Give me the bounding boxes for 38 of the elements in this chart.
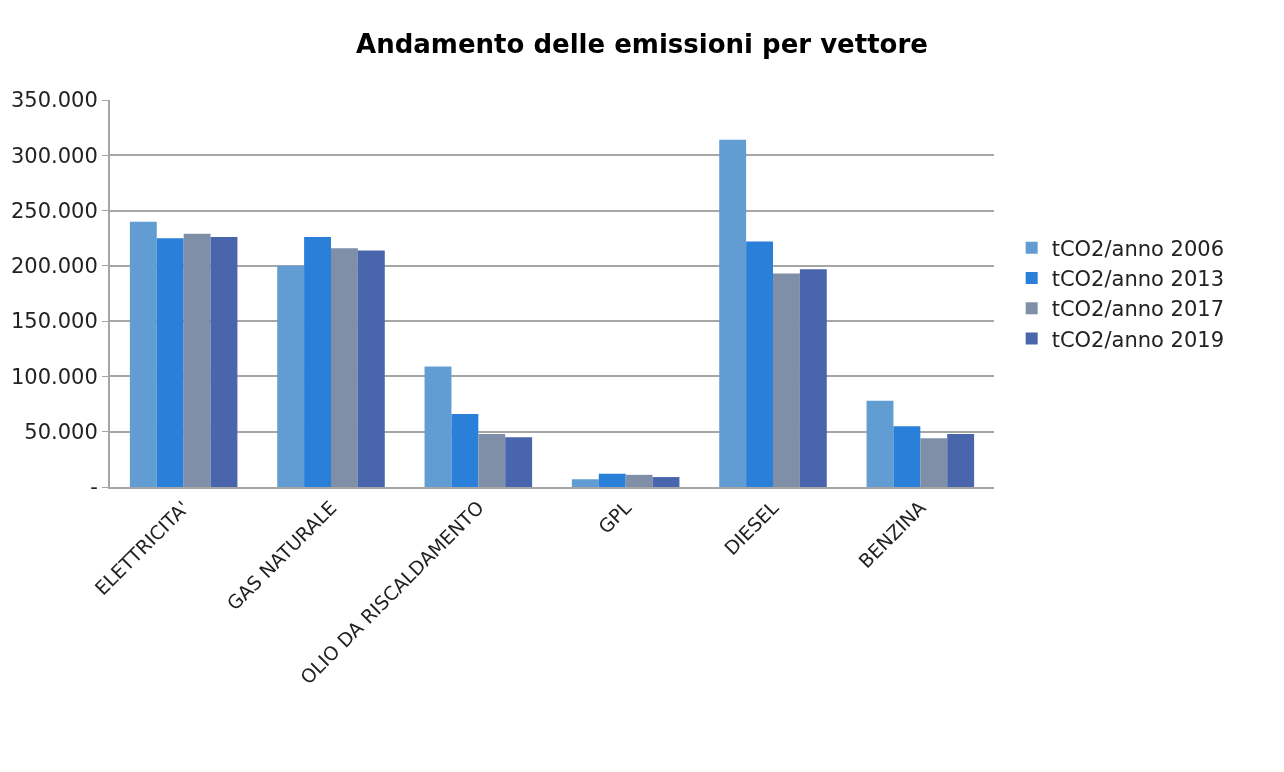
bar xyxy=(277,265,305,487)
bar xyxy=(866,400,894,487)
bar xyxy=(947,433,975,487)
y-tick-label: 300.000 xyxy=(10,143,98,168)
bar xyxy=(304,237,331,487)
bar xyxy=(773,273,800,487)
y-tick-label: 250.000 xyxy=(10,198,98,223)
y-tick-label: 100.000 xyxy=(10,364,98,389)
legend-label: tCO2/anno 2013 xyxy=(1051,267,1225,292)
bar xyxy=(719,139,747,487)
bar xyxy=(156,238,184,487)
legend-label: tCO2/anno 2017 xyxy=(1051,297,1225,322)
bar xyxy=(571,479,599,487)
legend-label: tCO2/anno 2019 xyxy=(1051,327,1225,352)
bar xyxy=(505,437,533,487)
bar xyxy=(920,438,948,487)
y-tick-label: - xyxy=(90,475,98,500)
bar xyxy=(129,221,157,487)
bar xyxy=(799,269,827,487)
bar xyxy=(478,433,506,487)
chart-title: Andamento delle emissioni per vettore xyxy=(356,28,928,59)
legend-label: tCO2/anno 2006 xyxy=(1051,236,1225,261)
y-tick-label: 150.000 xyxy=(10,309,98,334)
bar xyxy=(893,426,921,487)
bar xyxy=(746,241,773,487)
bar xyxy=(625,474,653,487)
bar xyxy=(424,366,452,487)
y-tick-label: 200.000 xyxy=(10,254,98,279)
bar xyxy=(183,233,211,487)
x-tick-label: GPL xyxy=(593,496,636,538)
y-tick-label: 350.000 xyxy=(10,88,98,113)
bar xyxy=(652,477,680,487)
bar xyxy=(210,237,238,487)
bar xyxy=(331,248,358,487)
bar xyxy=(598,473,626,487)
bar xyxy=(357,250,385,487)
y-tick-label: 50.000 xyxy=(24,420,98,445)
bar xyxy=(451,414,479,487)
